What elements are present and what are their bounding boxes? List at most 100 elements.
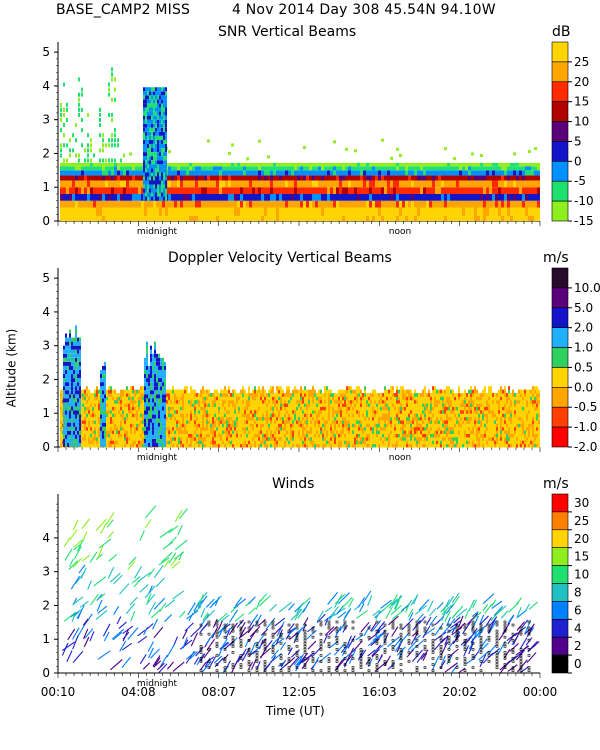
snr-cell xyxy=(149,192,151,197)
doppler-cell xyxy=(240,413,242,418)
doppler-cell xyxy=(192,436,194,441)
doppler-cell xyxy=(174,396,176,401)
doppler-cell xyxy=(122,403,124,407)
snr-cell xyxy=(333,166,336,171)
snr-cell xyxy=(408,166,411,171)
doppler-cell xyxy=(282,416,284,421)
snr-cell xyxy=(435,215,438,221)
snr-cell xyxy=(149,99,151,104)
snr-cell xyxy=(501,200,504,208)
doppler-cell xyxy=(124,436,126,441)
snr-cell xyxy=(147,148,149,153)
snr-cell xyxy=(105,207,108,216)
doppler-cell xyxy=(320,389,322,394)
doppler-cell xyxy=(186,403,188,407)
snr-cell xyxy=(531,162,534,167)
doppler-cell xyxy=(326,440,328,445)
snr-cell xyxy=(66,200,69,208)
doppler-cell xyxy=(182,396,184,401)
doppler-cell xyxy=(334,426,336,431)
doppler-cell xyxy=(294,426,296,431)
doppler-cell xyxy=(216,409,218,414)
doppler-cell xyxy=(358,409,360,414)
doppler-cell xyxy=(202,443,204,448)
doppler-cell xyxy=(324,419,326,424)
snr-cell xyxy=(165,180,167,185)
doppler-cell xyxy=(194,396,196,401)
doppler-cell xyxy=(340,436,342,441)
snr-cell xyxy=(465,187,468,194)
snr-cell xyxy=(168,162,171,167)
doppler-cell xyxy=(234,409,236,414)
snr-cell xyxy=(141,207,144,216)
snr-cell xyxy=(486,162,489,167)
doppler-cell xyxy=(216,419,218,424)
doppler-cell xyxy=(182,430,184,434)
snr-cell xyxy=(155,160,157,165)
snr-cell xyxy=(159,131,161,136)
snr-cell xyxy=(390,170,393,176)
snr-cell xyxy=(492,215,495,221)
snr-cell xyxy=(312,187,315,194)
doppler-cell xyxy=(300,403,302,407)
snr-cell xyxy=(149,172,151,177)
doppler-cell xyxy=(202,386,204,391)
doppler-cell xyxy=(282,433,284,438)
snr-cell xyxy=(303,193,306,201)
snr-cell xyxy=(243,170,246,176)
doppler-cell xyxy=(284,396,286,401)
snr-cell xyxy=(151,168,153,173)
snr-cell xyxy=(147,164,149,169)
snr-cell xyxy=(237,215,240,221)
snr-cell xyxy=(189,162,192,167)
doppler-cell xyxy=(248,409,250,414)
snr-cell xyxy=(147,127,149,132)
doppler-cell xyxy=(306,409,308,414)
snr-cell xyxy=(75,187,78,194)
doppler-cell xyxy=(268,426,270,431)
snr-cell xyxy=(157,87,159,92)
snr-cell xyxy=(161,87,163,92)
doppler-cell xyxy=(278,409,280,414)
doppler-cell xyxy=(84,409,86,414)
snr-cell xyxy=(147,160,149,165)
doppler-cell xyxy=(228,416,230,421)
doppler-cell xyxy=(364,413,366,418)
doppler-cell xyxy=(304,406,306,411)
doppler-cell xyxy=(114,403,116,407)
doppler-cell xyxy=(270,392,272,397)
doppler-cell xyxy=(248,419,250,424)
doppler-cell xyxy=(188,403,190,407)
doppler-cell xyxy=(336,406,338,411)
snr-cell xyxy=(459,175,462,181)
doppler-cell xyxy=(172,433,174,438)
doppler-cell xyxy=(288,403,290,407)
snr-cell xyxy=(456,166,459,171)
snr-cell xyxy=(75,193,78,201)
doppler-cell xyxy=(86,426,88,431)
snr-cell xyxy=(285,170,288,176)
doppler-cell xyxy=(114,406,116,411)
doppler-cell xyxy=(294,433,296,438)
doppler-cell xyxy=(142,430,144,434)
doppler-cell xyxy=(276,443,278,448)
snr-cell xyxy=(510,180,513,188)
doppler-cell xyxy=(82,440,84,445)
snr-cell xyxy=(155,172,157,177)
doppler-cell xyxy=(256,440,258,445)
doppler-cell xyxy=(224,409,226,414)
doppler-cell xyxy=(214,423,216,428)
doppler-cell xyxy=(186,443,188,448)
doppler-cell xyxy=(238,430,240,434)
snr-cell xyxy=(381,215,384,221)
snr-cell xyxy=(143,164,145,169)
snr-cell xyxy=(138,162,141,167)
snr-cell xyxy=(432,166,435,171)
snr-cell xyxy=(252,207,255,216)
doppler-cell xyxy=(136,430,138,434)
doppler-cell xyxy=(334,440,336,445)
doppler-cell xyxy=(208,399,210,404)
snr-cell xyxy=(225,175,228,181)
doppler-cell xyxy=(120,403,122,407)
